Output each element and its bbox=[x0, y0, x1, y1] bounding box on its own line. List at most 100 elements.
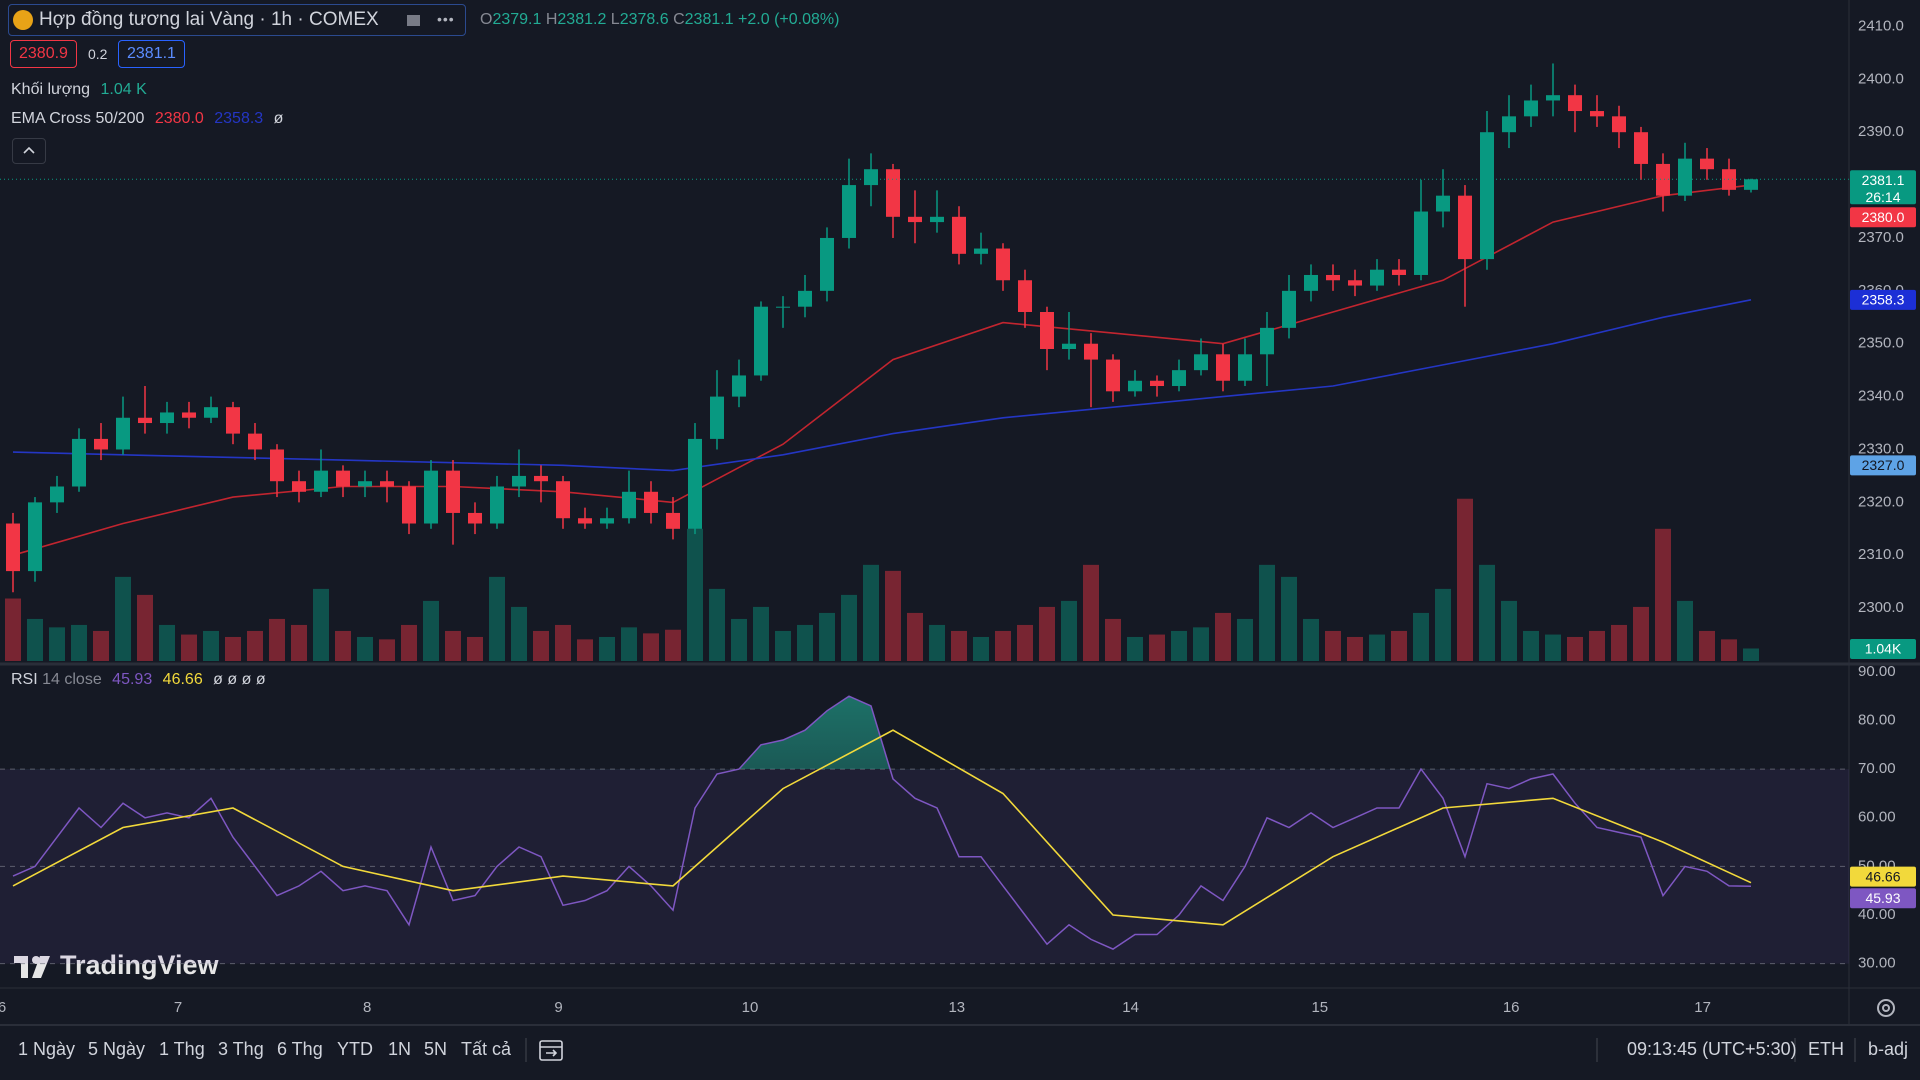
ema-extra: ø bbox=[273, 110, 284, 127]
candle-body bbox=[798, 290, 812, 307]
candle-body bbox=[446, 470, 460, 513]
candle-body bbox=[1414, 211, 1428, 275]
volume-bar bbox=[445, 630, 461, 661]
candle-body bbox=[1106, 359, 1120, 392]
sell-button[interactable]: 2380.9 bbox=[10, 40, 77, 68]
candle-body bbox=[424, 470, 438, 524]
rsi-params: 14 close bbox=[42, 671, 102, 688]
range-button[interactable]: 3 Thg bbox=[218, 1039, 264, 1059]
volume-bar bbox=[467, 636, 483, 661]
candle-body bbox=[490, 486, 504, 524]
y-tick-label: 2330.0 bbox=[1858, 440, 1904, 457]
collapse-button[interactable] bbox=[12, 138, 46, 164]
price-badge: 2327.0 bbox=[1850, 455, 1916, 476]
badge-bg bbox=[1850, 207, 1916, 228]
candle-body bbox=[1260, 327, 1274, 355]
logo-mark bbox=[32, 956, 50, 978]
volume-bar bbox=[753, 606, 769, 661]
y-tick-label: 2340.0 bbox=[1858, 388, 1904, 405]
y-tick-label: 2390.0 bbox=[1858, 123, 1904, 140]
candle-body bbox=[160, 412, 174, 424]
volume-bar bbox=[1259, 564, 1275, 661]
volume-bar bbox=[1215, 612, 1231, 661]
candle-body bbox=[1018, 280, 1032, 312]
volume-bar bbox=[599, 636, 615, 661]
candle-body bbox=[1480, 132, 1494, 260]
range-button[interactable]: YTD bbox=[337, 1039, 373, 1059]
range-button[interactable]: 1 Thg bbox=[159, 1039, 205, 1059]
candle-body bbox=[1172, 370, 1186, 387]
clock[interactable]: 09:13:45 (UTC+5:30) bbox=[1627, 1039, 1797, 1059]
x-tick-label: 17 bbox=[1694, 999, 1711, 1016]
y-tick-label: 60.00 bbox=[1858, 809, 1896, 826]
range-button[interactable]: Tất cả bbox=[461, 1039, 512, 1059]
volume-bar bbox=[995, 630, 1011, 661]
candle-body bbox=[1370, 269, 1384, 286]
rsi-name: RSI bbox=[11, 671, 38, 688]
range-button[interactable]: 1 Ngày bbox=[18, 1039, 76, 1059]
volume-bar bbox=[1589, 630, 1605, 661]
volume-bar bbox=[423, 600, 439, 661]
candle-body bbox=[226, 407, 240, 434]
volume-bar bbox=[225, 636, 241, 661]
badge-bg bbox=[1850, 639, 1916, 659]
volume-bar bbox=[1083, 564, 1099, 661]
volume-bar bbox=[489, 576, 505, 661]
volume-bar bbox=[1237, 618, 1253, 661]
settings-icon[interactable] bbox=[1877, 999, 1895, 1017]
candle-body bbox=[50, 486, 64, 503]
tradingview-logo: TradingView bbox=[14, 950, 220, 980]
range-button[interactable]: 5 Ngày bbox=[88, 1039, 146, 1059]
rsi-ma-line bbox=[12, 729, 1752, 926]
buy-button[interactable]: 2381.1 bbox=[118, 40, 185, 68]
ohlc-label: O bbox=[480, 11, 493, 28]
candle-body bbox=[930, 216, 944, 223]
volume-bar bbox=[819, 612, 835, 661]
candle-body bbox=[908, 216, 922, 223]
volume-bar bbox=[555, 624, 571, 661]
adjust[interactable]: b-adj bbox=[1868, 1039, 1909, 1059]
volume-bar bbox=[797, 624, 813, 661]
volume-bar bbox=[929, 624, 945, 661]
y-tick-label: 30.00 bbox=[1858, 955, 1896, 972]
logo-mark bbox=[14, 956, 28, 978]
x-tick-label: 7 bbox=[174, 999, 182, 1016]
candle-body bbox=[182, 412, 196, 418]
range-button[interactable]: 6 Thg bbox=[277, 1039, 323, 1059]
more-icon[interactable]: ••• bbox=[437, 11, 455, 27]
volume-bar bbox=[1501, 600, 1517, 661]
volume-bar bbox=[1545, 634, 1561, 661]
volume-bar bbox=[709, 588, 725, 661]
calendar-frame bbox=[539, 1040, 563, 1061]
candle-body bbox=[1040, 311, 1054, 350]
x-tick-label: 13 bbox=[948, 999, 965, 1016]
ohlc-value: 2381.1 bbox=[684, 11, 734, 28]
flag-icon[interactable] bbox=[407, 15, 420, 26]
candle-body bbox=[1634, 132, 1648, 164]
candle-body bbox=[270, 449, 284, 482]
candle-body bbox=[1502, 116, 1516, 133]
session[interactable]: ETH bbox=[1808, 1039, 1844, 1059]
candle-body bbox=[666, 512, 680, 529]
candle-body bbox=[94, 438, 108, 450]
symbol-box[interactable]: Hợp đồng tương lai Vàng · 1h · COMEX ••• bbox=[8, 4, 466, 36]
volume-bar bbox=[1435, 588, 1451, 661]
range-button[interactable]: 1N bbox=[388, 1039, 412, 1059]
candle-body bbox=[1128, 380, 1142, 392]
volume-bar bbox=[731, 618, 747, 661]
volume-bar bbox=[1677, 600, 1693, 661]
volume-bar bbox=[1347, 636, 1363, 661]
badge-text: 46.66 bbox=[1865, 868, 1900, 884]
volume-bar bbox=[1479, 564, 1495, 661]
x-tick-label: 6 bbox=[0, 999, 6, 1016]
rsi-ma-value: 46.66 bbox=[162, 671, 203, 688]
volume-bar bbox=[863, 564, 879, 661]
badge-text: 2327.0 bbox=[1862, 457, 1905, 473]
range-button[interactable]: 5N bbox=[424, 1039, 448, 1059]
badge-text: 2380.0 bbox=[1862, 209, 1905, 225]
volume-bar bbox=[1413, 612, 1429, 661]
calendar-icon[interactable] bbox=[539, 1040, 563, 1061]
calendar-arrow bbox=[546, 1049, 558, 1057]
volume-bar bbox=[775, 630, 791, 661]
